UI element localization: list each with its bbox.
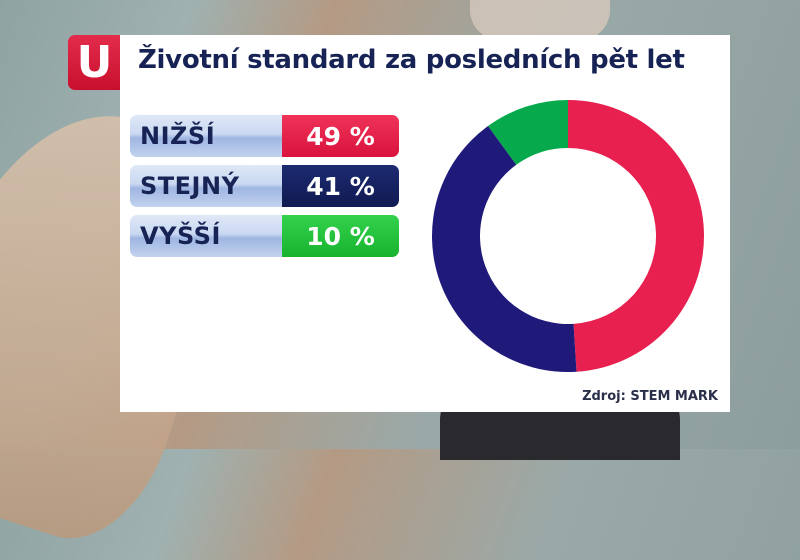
source-label: Zdroj: STEM MARK xyxy=(582,389,718,404)
legend-row-nizsi: NIŽŠÍ 49 % xyxy=(130,115,399,157)
channel-logo: U xyxy=(68,35,121,90)
legend-row-vyssi: VYŠŠÍ 10 % xyxy=(130,215,399,257)
legend-row-stejny: STEJNÝ 41 % xyxy=(130,165,399,207)
legend-value: 49 % xyxy=(282,115,399,157)
legend-value: 41 % xyxy=(282,165,399,207)
legend-value: 10 % xyxy=(282,215,399,257)
donut-segment-vyssi xyxy=(488,100,568,165)
legend-label: STEJNÝ xyxy=(130,165,282,207)
legend-label: VYŠŠÍ xyxy=(130,215,282,257)
donut-segment-nizsi xyxy=(568,100,704,372)
background-object xyxy=(470,0,610,40)
donut-segment-stejny xyxy=(432,125,577,372)
chart-title: Životní standard za posledních pět let xyxy=(138,45,685,75)
legend-label: NIŽŠÍ xyxy=(130,115,282,157)
chart-panel: Životní standard za posledních pět let N… xyxy=(120,35,730,412)
donut-chart xyxy=(432,100,704,372)
